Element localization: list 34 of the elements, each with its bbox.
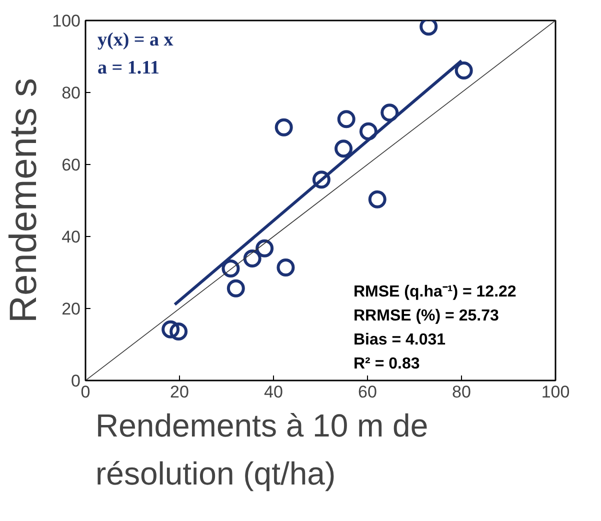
y-axis-title: Rendements s <box>3 78 46 324</box>
x-tick-label: 60 <box>358 382 377 402</box>
point <box>274 118 293 136</box>
annotation: RRMSE (%) = 25.73 <box>354 308 499 324</box>
x-tick-label: 100 <box>541 382 570 402</box>
y-tick-label: 20 <box>62 300 81 318</box>
x-tick-label: 80 <box>452 382 471 402</box>
point <box>420 20 438 36</box>
point <box>337 110 356 128</box>
annotation: a = 1.11 <box>98 58 160 78</box>
point <box>359 122 378 140</box>
y-tick-label: 80 <box>62 84 81 102</box>
point <box>454 62 473 80</box>
point <box>312 170 330 189</box>
point <box>256 239 274 258</box>
x-tick-label: 40 <box>264 382 283 402</box>
point <box>380 104 399 122</box>
point <box>368 190 386 208</box>
x-axis-title: Rendements à 10 m de résolution (qt/ha) <box>96 408 428 492</box>
point <box>162 320 180 338</box>
annotation: Bias = 4.031 <box>354 332 446 348</box>
y-tick-label: 100 <box>52 12 81 30</box>
y-tick-label: 40 <box>62 228 81 246</box>
point <box>334 140 353 158</box>
annotation: y(x) = a x <box>98 30 174 50</box>
point <box>276 258 295 276</box>
x-tick-label: 20 <box>170 382 189 402</box>
annotation: RMSE (q.ha⁻¹) = 12.22 <box>354 284 516 300</box>
point <box>170 322 188 341</box>
point <box>243 249 262 268</box>
y-tick-label: 60 <box>62 156 81 174</box>
point <box>226 279 245 298</box>
point <box>222 260 240 278</box>
annotation: R² = 0.83 <box>354 356 420 372</box>
